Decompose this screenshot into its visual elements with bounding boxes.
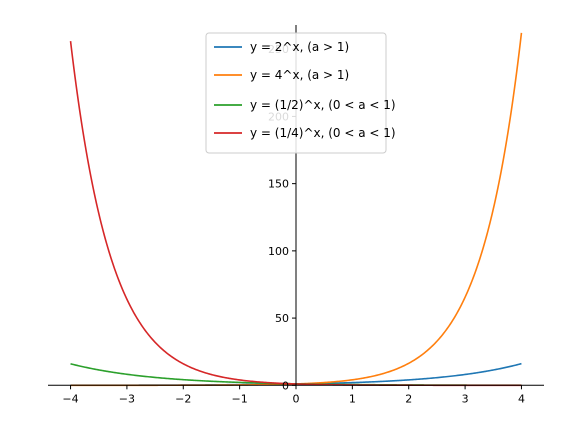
legend-label: y = 2^x, (a > 1)	[250, 40, 349, 54]
x-tick-label: 1	[349, 392, 356, 405]
x-tick-label: −3	[119, 392, 135, 405]
legend-label: y = 4^x, (a > 1)	[250, 68, 349, 82]
x-tick-label: −4	[62, 392, 78, 405]
legend: y = 2^x, (a > 1) y = 4^x, (a > 1) y = (1/2…	[205, 32, 396, 154]
x-tick-label: 0	[293, 392, 300, 405]
x-tick-label: −2	[175, 392, 191, 405]
y-tick-label: 50	[275, 312, 289, 325]
x-tick-label: 4	[518, 392, 525, 405]
legend-frame	[205, 32, 387, 154]
y-tick-label: 100	[268, 245, 289, 258]
legend-label: y = (1/4)^x, (0 < a < 1)	[250, 126, 396, 140]
x-ticks: −4 −3 −2 −1 0 1 2 3 4	[62, 385, 525, 405]
x-tick-label: 3	[462, 392, 469, 405]
legend-label: y = (1/2)^x, (0 < a < 1)	[250, 98, 396, 112]
y-tick-label: 150	[268, 178, 289, 191]
x-tick-label: −1	[232, 392, 248, 405]
x-tick-label: 2	[405, 392, 412, 405]
y-tick-label: 0	[282, 379, 289, 392]
